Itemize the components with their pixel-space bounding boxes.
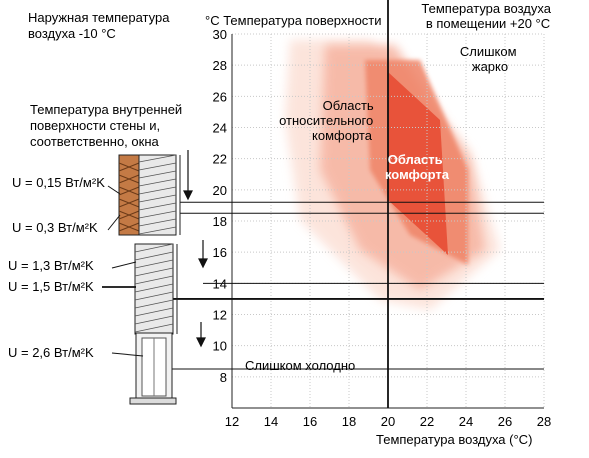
u-label-0-3: U = 0,3 Вт/м²K (12, 220, 98, 235)
relative-comfort-label-line-3: комфорта (312, 128, 373, 143)
x-tick-labels: 12 14 16 18 20 22 24 26 28 (225, 414, 551, 429)
pointer-u-0-15 (107, 185, 121, 195)
y-tick-24: 24 (213, 121, 227, 136)
inner-surface-label: Температура внутренней поверхности стены… (30, 102, 186, 149)
comfort-zone (388, 72, 448, 255)
comfort-label-line-2: комфорта (385, 167, 450, 182)
x-tick-26: 26 (498, 414, 512, 429)
wall-illustration (118, 154, 181, 405)
pointer-u-2-6 (111, 352, 144, 357)
x-tick-22: 22 (420, 414, 434, 429)
too-cold-label: Слишком холодно (245, 358, 355, 373)
x-axis-title: Температура воздуха (°C) (376, 432, 532, 447)
pointer-u-0-3 (107, 214, 121, 231)
y-tick-16: 16 (213, 245, 227, 260)
x-tick-12: 12 (225, 414, 239, 429)
room-air-label: Температура воздуха в помещении +20 °C (421, 1, 554, 31)
room-air-label-line-1: Температура воздуха (421, 1, 551, 16)
x-tick-28: 28 (537, 414, 551, 429)
inner-surface-label-line-3: соответственно, окна (30, 134, 159, 149)
arrow-2-6-head (196, 337, 206, 348)
u-label-1-3: U = 1,3 Вт/м²K (8, 258, 94, 273)
u-label-0-15: U = 0,15 Вт/м²K (12, 175, 105, 190)
window-sill (129, 397, 177, 405)
arrows (183, 150, 208, 348)
too-hot-label-line-1: Слишком (460, 44, 517, 59)
relative-comfort-label-line-2: относительного (279, 113, 373, 128)
outside-temp-label-line-1: Наружная температура (28, 10, 170, 25)
x-tick-16: 16 (303, 414, 317, 429)
relative-comfort-label-line-1: Область (323, 98, 374, 113)
y-axis-title: °C Температура поверхности (205, 13, 382, 28)
y-tick-22: 22 (213, 152, 227, 167)
y-tick-12: 12 (213, 308, 227, 323)
comfort-label-line-1: Область (388, 152, 443, 167)
room-air-label-line-2: в помещении +20 °C (426, 16, 550, 31)
u-value-lines (136, 201, 544, 370)
u-label-1-5: U = 1,5 Вт/м²K (8, 279, 94, 294)
y-tick-18: 18 (213, 214, 227, 229)
masonry-wall-bottom (134, 243, 174, 335)
arrow-1-3-head (198, 258, 208, 269)
relative-comfort-label: Область относительного комфорта (279, 98, 377, 143)
y-tick-10: 10 (213, 339, 227, 354)
y-tick-30: 30 (213, 27, 227, 42)
too-hot-label-line-2: жарко (472, 59, 508, 74)
insulation-pattern (118, 162, 140, 232)
y-tick-26: 26 (213, 89, 227, 104)
x-tick-24: 24 (459, 414, 473, 429)
label-pointers (102, 185, 144, 357)
x-tick-20: 20 (381, 414, 395, 429)
y-tick-8: 8 (220, 370, 227, 385)
masonry-hatch-top (138, 154, 177, 235)
y-tick-20: 20 (213, 183, 227, 198)
x-tick-14: 14 (264, 414, 278, 429)
masonry-wall-top (138, 154, 177, 236)
comfort-label: Область комфорта (385, 152, 450, 182)
inner-surface-label-line-2: поверхности стены и, (30, 118, 160, 133)
too-hot-label: Слишком жарко (460, 44, 520, 74)
u-label-2-6: U = 2,6 Вт/м²K (8, 345, 94, 360)
inner-surface-label-line-1: Температура внутренней (30, 102, 182, 117)
pointer-u-1-3 (111, 261, 137, 269)
comfort-zones (285, 40, 500, 310)
outside-temp-label: Наружная температура воздуха -10 °C (28, 10, 173, 41)
outside-temp-label-line-2: воздуха -10 °C (28, 26, 116, 41)
arrow-inner-surface-head (183, 190, 193, 201)
x-tick-18: 18 (342, 414, 356, 429)
masonry-hatch-bottom (134, 243, 174, 333)
y-tick-28: 28 (213, 58, 227, 73)
